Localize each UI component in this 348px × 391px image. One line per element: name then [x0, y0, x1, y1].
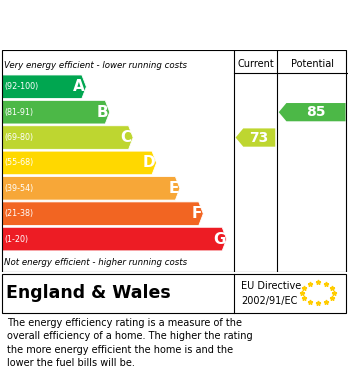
Text: G: G: [213, 231, 225, 247]
Text: D: D: [143, 155, 155, 170]
Polygon shape: [2, 176, 180, 200]
Text: The energy efficiency rating is a measure of the
overall efficiency of a home. T: The energy efficiency rating is a measur…: [7, 318, 253, 368]
Text: 2002/91/EC: 2002/91/EC: [241, 296, 297, 306]
Text: (55-68): (55-68): [5, 158, 34, 167]
Text: 85: 85: [306, 105, 325, 119]
Text: (81-91): (81-91): [5, 108, 34, 117]
Text: Current: Current: [237, 59, 274, 68]
Text: A: A: [73, 79, 85, 94]
Polygon shape: [2, 151, 157, 175]
Text: C: C: [121, 130, 132, 145]
Text: (1-20): (1-20): [5, 235, 29, 244]
Text: Energy Efficiency Rating: Energy Efficiency Rating: [54, 16, 294, 34]
Polygon shape: [2, 202, 203, 226]
Text: (21-38): (21-38): [5, 209, 34, 218]
Text: Very energy efficient - lower running costs: Very energy efficient - lower running co…: [4, 61, 187, 70]
Polygon shape: [2, 100, 110, 124]
Text: B: B: [97, 105, 108, 120]
Text: F: F: [191, 206, 202, 221]
Polygon shape: [279, 103, 346, 121]
Text: England & Wales: England & Wales: [6, 284, 171, 302]
Text: (92-100): (92-100): [5, 82, 39, 91]
Text: EU Directive: EU Directive: [241, 281, 301, 291]
Text: E: E: [168, 181, 179, 196]
Text: (39-54): (39-54): [5, 184, 34, 193]
Polygon shape: [2, 75, 86, 99]
Polygon shape: [2, 126, 133, 149]
Text: Potential: Potential: [291, 59, 334, 68]
Text: 73: 73: [249, 131, 269, 145]
Text: Not energy efficient - higher running costs: Not energy efficient - higher running co…: [4, 258, 187, 267]
Text: (69-80): (69-80): [5, 133, 34, 142]
Polygon shape: [2, 227, 227, 251]
Polygon shape: [236, 128, 275, 147]
